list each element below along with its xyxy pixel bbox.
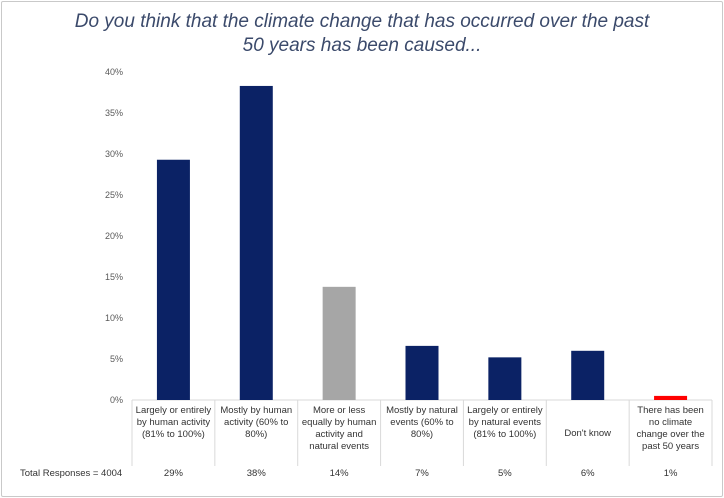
percent-cell: 29%	[163, 468, 183, 479]
category-label: More or less equally by human activity a…	[301, 405, 377, 452]
y-tick-label: 25%	[105, 190, 123, 200]
y-tick-label: 30%	[105, 149, 123, 159]
bar	[156, 159, 190, 400]
percent-cell: 7%	[415, 468, 429, 479]
y-tick-label: 20%	[105, 231, 123, 241]
percent-cell: 1%	[663, 468, 678, 479]
percent-cell: 6%	[580, 468, 595, 479]
bar	[405, 345, 439, 400]
category-label: Don't know	[564, 428, 612, 439]
category-label: Largely or entirely by human activity (8…	[135, 405, 212, 440]
y-tick-label: 35%	[105, 108, 123, 118]
y-tick-label: 40%	[105, 67, 123, 77]
chart-title-line-2: 50 years has been caused...	[242, 35, 482, 56]
y-tick-label: 5%	[110, 354, 123, 364]
category-label: Mostly by human activity (60% to 80%)	[220, 405, 293, 440]
bar	[239, 85, 273, 400]
y-tick-label: 10%	[105, 313, 123, 323]
percent-cell: 38%	[246, 468, 266, 479]
percent-cell: 14%	[329, 468, 349, 479]
y-tick-label: 15%	[105, 272, 123, 282]
chart-title-line-1: Do you think that the climate change tha…	[74, 11, 650, 32]
bar	[654, 395, 688, 400]
chart-title: Do you think that the climate change tha…	[0, 10, 724, 58]
y-tick-label: 0%	[110, 395, 123, 405]
bar	[322, 286, 356, 400]
bar	[571, 350, 605, 400]
category-label: Largely or entirely by natural events (8…	[467, 405, 543, 440]
percent-cell: 5%	[497, 468, 512, 479]
category-label: Mostly by natural events (60% to 80%)	[386, 405, 458, 440]
total-responses-label: Total Responses = 4004	[20, 468, 123, 479]
category-label: There has been no climate change over th…	[636, 405, 705, 452]
bar	[488, 357, 522, 400]
